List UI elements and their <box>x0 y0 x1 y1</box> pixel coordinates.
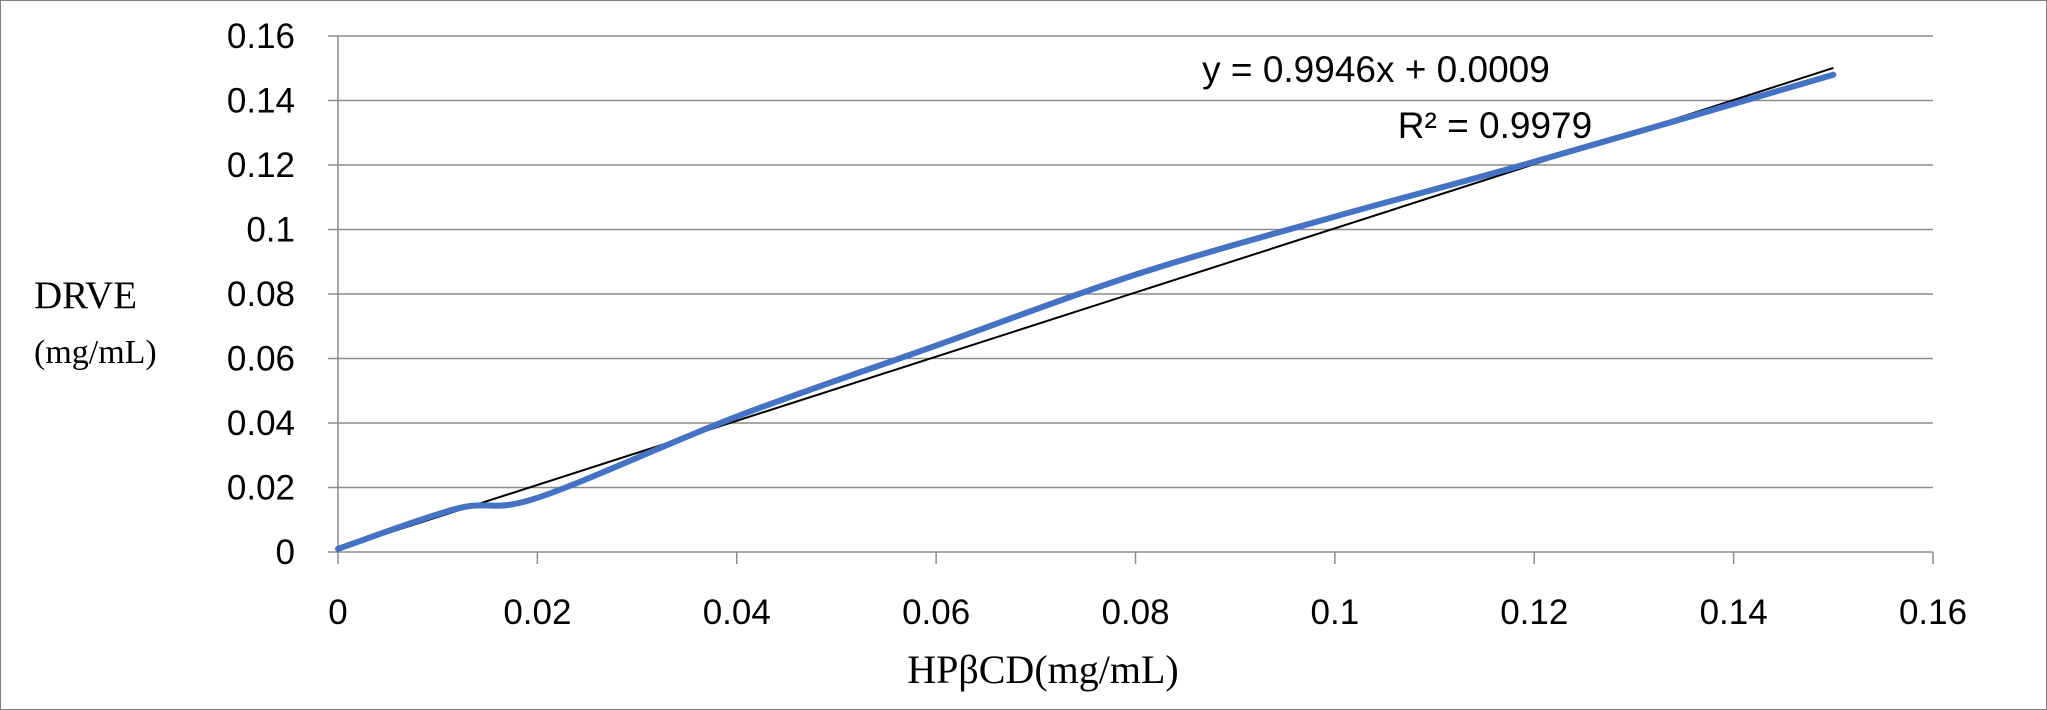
grid-layer <box>338 35 1933 489</box>
y-tick-labels: 0 0.02 0.04 0.06 0.08 0.1 0.12 0.14 0.16 <box>227 17 295 572</box>
x-tick-labels: 0 0.02 0.04 0.06 0.08 0.1 0.12 0.14 0.16 <box>328 593 1967 632</box>
x-axis-title: HPβCD(mg/mL) <box>907 647 1178 692</box>
x-tick-label: 0.04 <box>703 593 771 632</box>
y-axis-title: DRVE <box>34 274 137 317</box>
x-tick-label: 0.1 <box>1311 593 1360 632</box>
x-tick-label: 0 <box>328 593 347 632</box>
y-tick-label: 0.06 <box>227 340 295 379</box>
y-tick-label: 0 <box>276 533 295 572</box>
series-line <box>335 71 1837 552</box>
axis-layer <box>328 35 1934 564</box>
trendline-r-squared: R² = 0.9979 <box>1398 105 1592 146</box>
y-tick-label: 0.02 <box>227 469 295 508</box>
series-layer <box>335 71 1837 552</box>
y-tick-label: 0.12 <box>227 146 295 185</box>
x-tick-label: 0.12 <box>1500 593 1568 632</box>
y-tick-label: 0.16 <box>227 17 295 56</box>
x-tick-label: 0.06 <box>902 593 970 632</box>
trendline-equation: y = 0.9946x + 0.0009 <box>1202 49 1550 90</box>
y-tick-label: 0.04 <box>227 404 295 443</box>
y-tick-label: 0.14 <box>227 82 295 121</box>
x-tick-label: 0.08 <box>1101 593 1169 632</box>
y-axis-unit: (mg/mL) <box>34 334 157 371</box>
y-tick-label: 0.08 <box>227 275 295 314</box>
x-tick-label: 0.02 <box>503 593 571 632</box>
x-tick-label: 0.16 <box>1899 593 1967 632</box>
y-tick-label: 0.1 <box>246 211 295 250</box>
x-tick-label: 0.14 <box>1700 593 1768 632</box>
